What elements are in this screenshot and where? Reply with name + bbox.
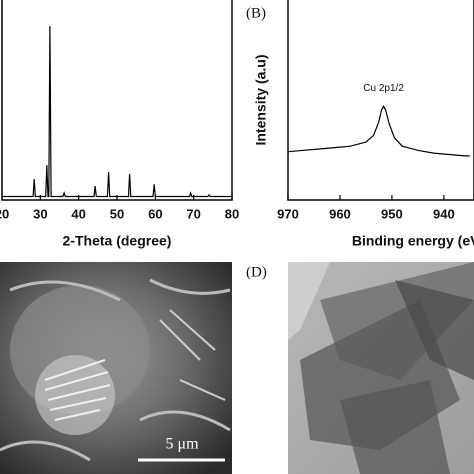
x-tick-label: 20 xyxy=(0,206,9,221)
x-axis-title: Binding energy (eV) xyxy=(352,233,474,249)
annotation: Cu 2p1/2 xyxy=(363,83,404,94)
x-tick-label: 50 xyxy=(110,206,124,221)
scale-bar-label: 5 μm xyxy=(165,436,199,453)
plot-frame xyxy=(287,0,474,201)
x-tick-label: 60 xyxy=(148,206,162,221)
x-tick-label: 950 xyxy=(381,206,403,221)
panel-label: (B) xyxy=(246,5,266,21)
x-tick-label: 70 xyxy=(186,206,200,221)
x-tick-label: 80 xyxy=(225,206,239,221)
x-tick-label: 960 xyxy=(329,206,351,221)
y-axis-title: Intensity (a.u) xyxy=(253,54,269,145)
sem-image: 5 μm xyxy=(0,262,232,474)
x-axis-title: 2-Theta (degree) xyxy=(63,233,172,249)
x-tick-label: 970 xyxy=(277,206,299,221)
x-tick-label: 40 xyxy=(71,206,85,221)
x-tick-label: 30 xyxy=(33,206,47,221)
tem-image xyxy=(288,262,474,474)
data-line xyxy=(2,26,232,198)
data-line xyxy=(287,104,470,157)
plot-frame xyxy=(1,0,233,201)
x-tick-label: 940 xyxy=(433,206,455,221)
panel-label: (D) xyxy=(246,264,267,280)
